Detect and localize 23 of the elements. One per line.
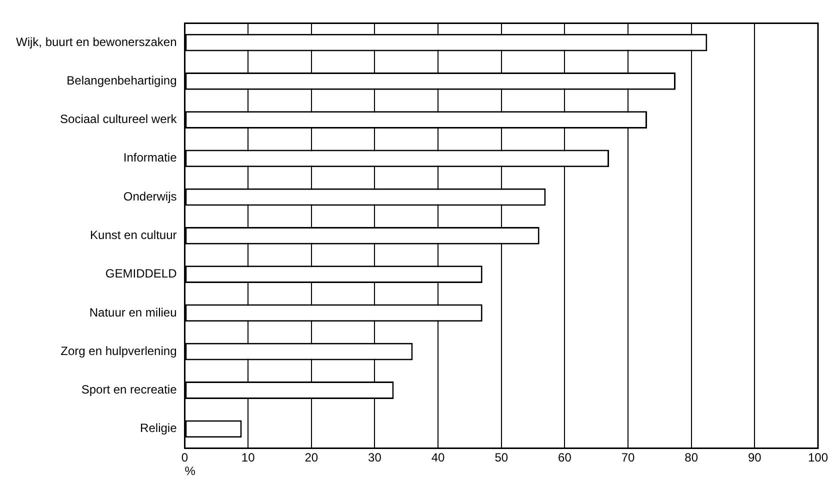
y-tick-label: Informatie <box>123 150 178 165</box>
x-tick-label: 10 <box>241 450 256 465</box>
y-tick-label: Belangenbehartiging <box>66 73 177 88</box>
y-tick-label: GEMIDDELD <box>105 266 178 281</box>
x-tick-label: 80 <box>684 450 698 465</box>
y-tick-label: Natuur en milieu <box>89 305 177 320</box>
y-tick-label: Onderwijs <box>123 189 177 204</box>
x-tick-label: 20 <box>304 450 318 465</box>
x-tick-label: 60 <box>558 450 572 465</box>
y-tick-label: Wijk, buurt en bewonerszaken <box>16 34 177 49</box>
x-tick-label: 40 <box>431 450 446 465</box>
x-tick-label: 70 <box>621 450 636 465</box>
y-tick-label: Sport en recreatie <box>81 382 178 397</box>
x-tick-label: 90 <box>748 450 762 465</box>
y-tick-label: Religie <box>140 421 178 436</box>
x-tick-label: 0 <box>181 450 188 465</box>
y-tick-label: Kunst en cultuur <box>90 228 177 242</box>
y-tick-label: Sociaal cultureel werk <box>60 112 178 126</box>
x-axis-title: % <box>184 464 196 478</box>
y-tick-label: Zorg en hulpverlening <box>60 344 177 358</box>
x-tick-label: 100 <box>808 450 828 465</box>
x-tick-label: 50 <box>494 450 508 465</box>
x-tick-label: 30 <box>368 450 382 465</box>
